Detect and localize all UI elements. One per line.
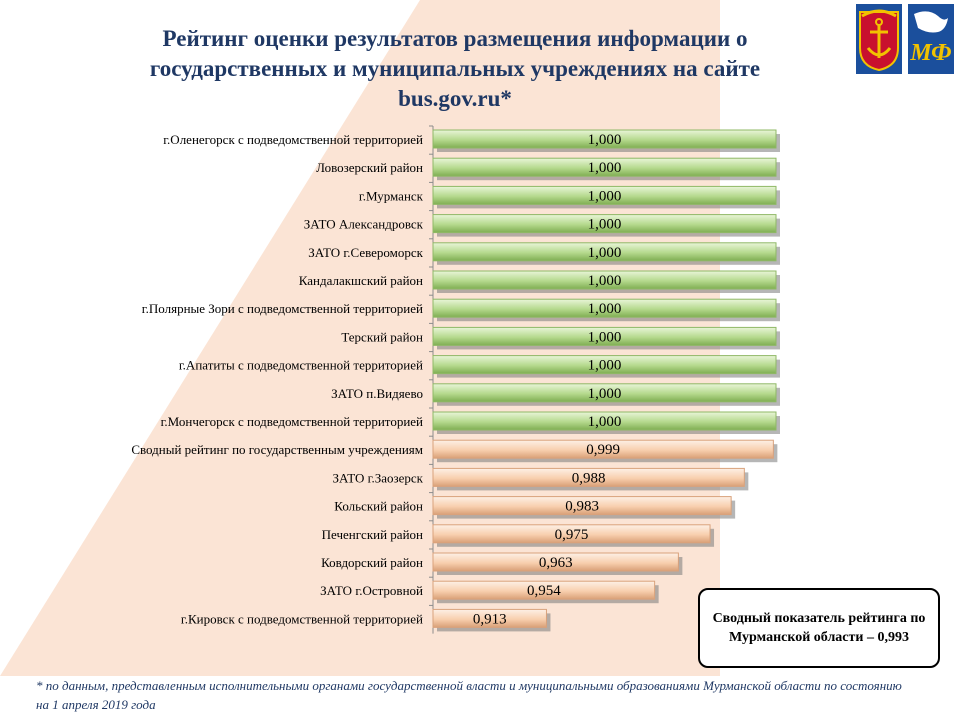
data-label: 0,983 — [565, 499, 599, 515]
data-label: 1,000 — [588, 217, 622, 233]
bar — [432, 242, 777, 262]
data-label: 1,000 — [588, 386, 622, 402]
category-label: Кандалакшский район — [299, 273, 423, 288]
bar — [432, 383, 777, 403]
category-label: г.Мончегорск с подведомственной территор… — [161, 414, 423, 429]
data-label: 1,000 — [588, 414, 622, 430]
data-label: 0,963 — [539, 555, 573, 571]
category-label: Сводный рейтинг по государственным учреж… — [131, 442, 423, 457]
data-label: 1,000 — [588, 132, 622, 148]
bar — [432, 298, 777, 318]
murmansk-region-coat-of-arms-icon — [856, 4, 902, 74]
bar — [432, 326, 777, 346]
category-label: г.Полярные Зори с подведомственной терри… — [142, 301, 423, 316]
data-label: 1,000 — [588, 245, 622, 261]
bar — [432, 524, 711, 544]
category-label: Терский район — [341, 329, 423, 344]
category-label: ЗАТО г.Островной — [320, 583, 423, 598]
bar — [432, 411, 777, 431]
bar — [432, 467, 745, 487]
data-label: 1,000 — [588, 301, 622, 317]
footnote: * по данным, представленным исполнительн… — [36, 678, 902, 712]
bar — [432, 270, 777, 290]
bar — [432, 185, 777, 205]
summary-box: Сводный показатель рейтинга по Мурманско… — [698, 588, 940, 668]
data-label: 0,954 — [527, 583, 561, 599]
ministry-of-finance-logo-icon: МФ — [908, 4, 954, 74]
category-label: г.Апатиты с подведомственной территорией — [179, 358, 423, 373]
bar — [432, 129, 777, 149]
bar — [432, 157, 777, 177]
data-label: 1,000 — [588, 188, 622, 204]
category-label: г.Кировск с подведомственной территорией — [181, 611, 423, 626]
bar — [432, 439, 774, 459]
data-label: 1,000 — [588, 358, 622, 374]
ministry-logo-letters: МФ — [909, 40, 951, 66]
category-label: г.Оленегорск с подведомственной территор… — [163, 132, 423, 147]
data-label: 0,988 — [572, 470, 606, 486]
category-label: Ловозерский район — [316, 160, 423, 175]
data-label: 1,000 — [588, 273, 622, 289]
data-label: 0,975 — [555, 527, 589, 543]
bar — [432, 608, 547, 628]
category-label: г.Мурманск — [359, 188, 424, 203]
bar — [432, 552, 679, 572]
data-label: 0,999 — [586, 442, 620, 458]
category-label: ЗАТО п.Видяево — [331, 386, 423, 401]
page-title: Рейтинг оценки результатов размещения ин… — [149, 26, 761, 111]
category-label: Печенгский район — [322, 527, 423, 542]
category-label: Ковдорский район — [321, 555, 423, 570]
data-label: 1,000 — [588, 160, 622, 176]
category-label: ЗАТО г.Североморск — [308, 245, 423, 260]
data-label: 0,913 — [473, 611, 507, 627]
category-label: Кольский район — [334, 499, 423, 514]
category-label: ЗАТО г.Заозерск — [332, 470, 423, 485]
bar — [432, 355, 777, 375]
logos: МФ — [856, 4, 954, 74]
category-label: ЗАТО Александровск — [304, 217, 424, 232]
bar — [432, 214, 777, 234]
bar — [432, 496, 732, 516]
bar — [432, 580, 656, 600]
data-label: 1,000 — [588, 329, 622, 345]
